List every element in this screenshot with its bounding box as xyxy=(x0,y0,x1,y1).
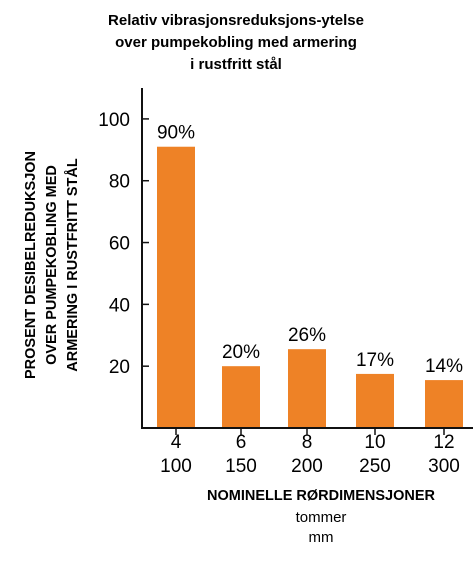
bars: 90% 20% 26% 17% 14% xyxy=(157,123,463,428)
x-category-inch-label: 6 xyxy=(236,432,247,453)
chart-title-line: i rustfritt stål xyxy=(190,56,282,73)
x-axis-title: NOMINELLE RØRDIMENSJONER xyxy=(207,488,436,504)
bar-data-label: 90% xyxy=(157,123,195,144)
bar-data-label: 26% xyxy=(288,325,326,346)
bar xyxy=(222,366,260,428)
x-category-mm-label: 200 xyxy=(291,456,323,477)
bar-data-label: 17% xyxy=(356,350,394,371)
x-category-inch-label: 10 xyxy=(364,432,385,453)
bar xyxy=(356,373,394,428)
y-axis-title-line: ARMERING I RUSTFRITT STÅL xyxy=(64,158,81,372)
bar-data-label: 20% xyxy=(222,342,260,363)
x-category-mm-label: 150 xyxy=(225,456,257,477)
bar xyxy=(288,349,326,428)
y-tick-label: 80 xyxy=(109,172,130,193)
y-tick-label: 20 xyxy=(109,357,130,378)
chart-title-line: over pumpekobling med armering xyxy=(115,34,357,51)
y-axis-title-line: PROSENT DESIBELREDUKSJON xyxy=(23,151,39,379)
bar-data-label: 14% xyxy=(425,356,463,377)
x-category-mm-label: 250 xyxy=(359,456,391,477)
y-axis-title: PROSENT DESIBELREDUKSJON OVER PUMPEKOBLIN… xyxy=(23,151,81,379)
bar xyxy=(157,146,195,428)
chart-title-line: Relativ vibrasjonsreduksjons-ytelse xyxy=(108,12,364,29)
x-category-inch-label: 4 xyxy=(171,432,182,453)
y-axis-title-line: OVER PUMPEKOBLING MED xyxy=(44,165,60,365)
bar xyxy=(425,380,463,428)
x-category-mm-label: 100 xyxy=(160,456,192,477)
x-category-inch-label: 8 xyxy=(302,432,313,453)
y-tick-label: 100 xyxy=(98,110,130,131)
x-category-inch-label: 12 xyxy=(433,432,454,453)
y-axis-ticks: 20 40 60 80 100 xyxy=(98,110,149,378)
x-category-mm-label: 300 xyxy=(428,456,460,477)
y-tick-label: 60 xyxy=(109,234,130,255)
x-axis-unit-label: tommer xyxy=(296,509,347,526)
x-axis-title: NOMINELLE RØRDIMENSJONER tommer mm xyxy=(207,488,436,546)
y-tick-label: 40 xyxy=(109,295,130,316)
x-axis-unit-label: mm xyxy=(309,529,334,546)
chart-title: Relativ vibrasjonsreduksjons-ytelse over … xyxy=(108,12,364,73)
x-axis-categories: 4 100 6 150 8 200 10 250 12 300 xyxy=(160,428,460,477)
